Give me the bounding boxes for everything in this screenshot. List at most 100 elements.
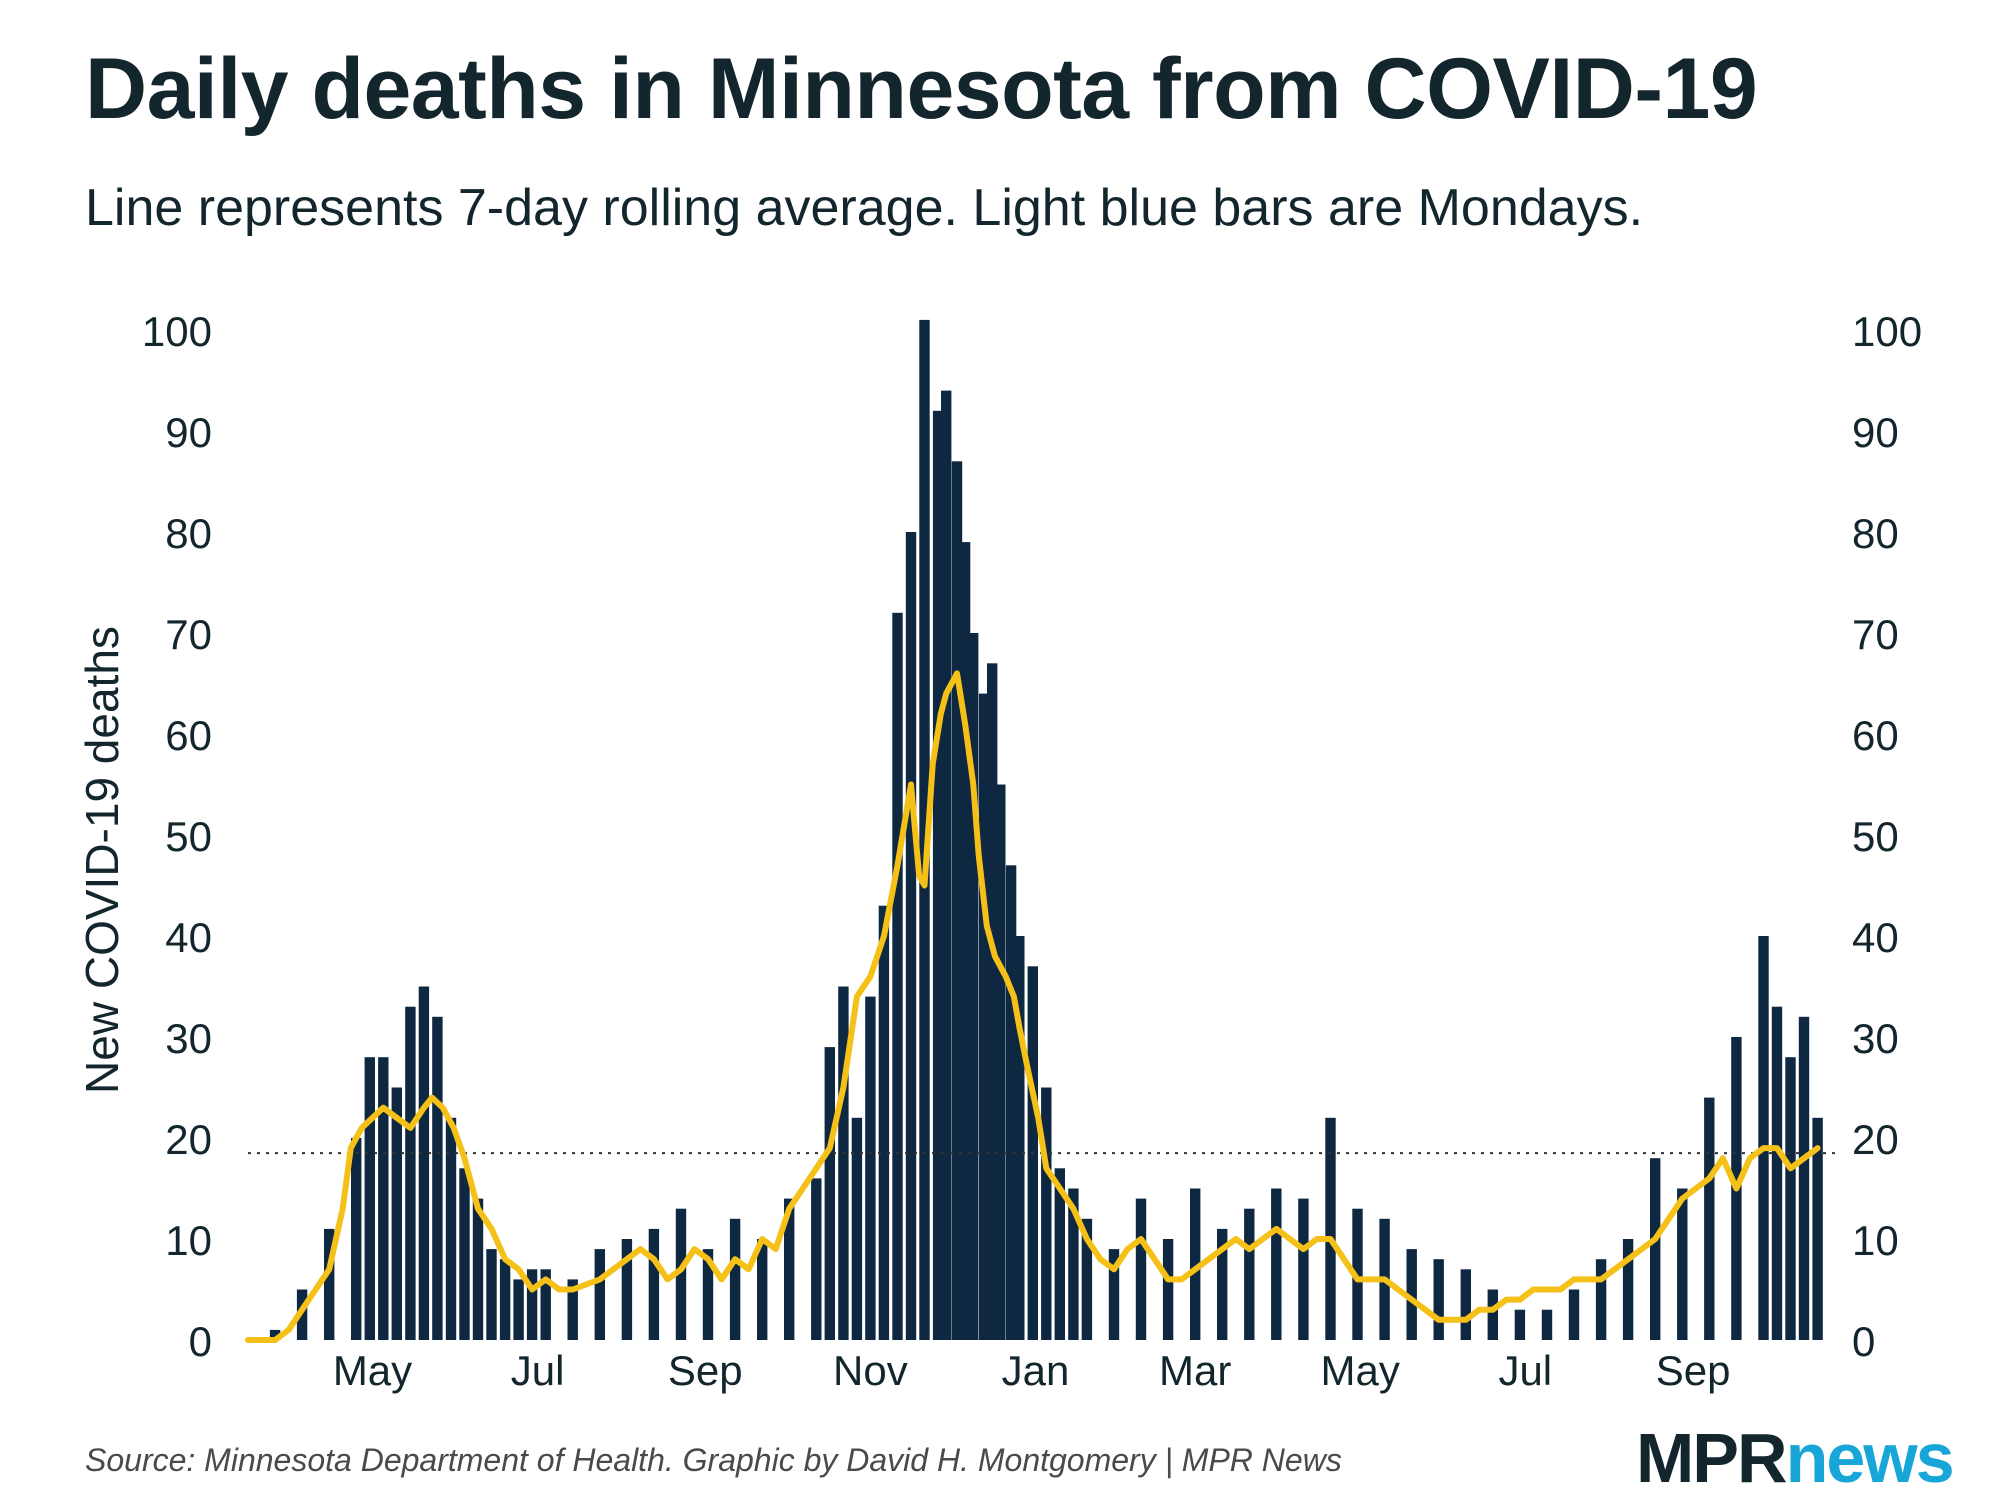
bar <box>1325 1117 1336 1340</box>
bar <box>838 986 849 1340</box>
bar <box>418 986 430 1340</box>
bar <box>1595 1259 1607 1340</box>
bar <box>702 1249 714 1340</box>
bar <box>1650 1158 1661 1340</box>
bar <box>865 996 876 1340</box>
mpr-news-logo: MPRnews <box>1636 1418 1955 1498</box>
bar <box>941 390 952 1341</box>
bar <box>1068 1188 1079 1340</box>
bar <box>269 1329 281 1340</box>
bar <box>851 1117 863 1340</box>
bar <box>1798 1016 1810 1340</box>
bar <box>1622 1239 1634 1340</box>
bar <box>1162 1239 1174 1340</box>
y-tick-label-right: 30 <box>1852 1015 1899 1062</box>
bar <box>378 1057 389 1340</box>
x-tick-label: Jul <box>511 1347 565 1394</box>
x-tick-label: Sep <box>1656 1347 1731 1394</box>
y-tick-label-right: 90 <box>1852 409 1899 456</box>
y-tick-label-left: 90 <box>165 409 212 456</box>
chart-title: Daily deaths in Minnesota from COVID-19 <box>85 41 1758 137</box>
y-tick-label-left: 40 <box>165 914 212 961</box>
bar <box>1460 1269 1471 1340</box>
bar <box>978 693 990 1340</box>
y-tick-label-right: 70 <box>1852 611 1899 658</box>
bar <box>1771 1006 1783 1340</box>
x-tick-label: May <box>333 1347 412 1394</box>
bar <box>1081 1218 1093 1340</box>
x-tick-label: Mar <box>1159 1347 1231 1394</box>
y-tick-label-left: 50 <box>165 813 212 860</box>
bar <box>540 1269 551 1340</box>
bar <box>445 1117 457 1340</box>
x-axis: May Jul Sep Nov Jan Mar May Jul Sep <box>333 1347 1731 1394</box>
bar <box>1406 1249 1417 1340</box>
bar <box>995 784 1006 1340</box>
bar <box>1108 1249 1120 1340</box>
logo-mpr-text: MPR <box>1636 1419 1788 1497</box>
bar <box>405 1006 416 1340</box>
bar <box>905 532 917 1340</box>
bar <box>1812 1117 1823 1340</box>
source-note: Source: Minnesota Department of Health. … <box>85 1442 1342 1478</box>
bar <box>1271 1188 1282 1340</box>
bar <box>1005 865 1017 1340</box>
y-tick-label-right: 40 <box>1852 914 1899 961</box>
bar <box>499 1259 511 1340</box>
bar <box>1785 1057 1796 1340</box>
bar <box>811 1178 822 1340</box>
bar <box>892 612 903 1340</box>
bar <box>1244 1208 1255 1340</box>
bar <box>459 1168 470 1340</box>
bar <box>1298 1198 1309 1340</box>
bar <box>757 1239 768 1340</box>
bar <box>526 1269 538 1340</box>
bar <box>567 1279 578 1340</box>
bar <box>1217 1228 1228 1340</box>
chart-subtitle: Line represents 7-day rolling average. L… <box>85 179 1644 237</box>
y-tick-label-right: 80 <box>1852 510 1899 557</box>
bar <box>1041 1087 1052 1340</box>
bar <box>1704 1097 1715 1340</box>
x-tick-label: Jan <box>1002 1347 1070 1394</box>
bar <box>1433 1259 1444 1340</box>
bar <box>1514 1309 1526 1340</box>
bar <box>987 663 998 1340</box>
bar <box>919 319 930 1340</box>
bar <box>959 542 971 1340</box>
y-tick-label-right: 60 <box>1852 712 1899 759</box>
rolling-average-line <box>245 670 1821 1343</box>
bar <box>968 633 979 1340</box>
bar <box>675 1208 687 1340</box>
y-tick-label-left: 60 <box>165 712 212 759</box>
x-tick-label: May <box>1321 1347 1400 1394</box>
bar <box>1568 1289 1580 1340</box>
bar <box>1014 936 1025 1340</box>
bar <box>729 1218 741 1340</box>
bar <box>1190 1188 1201 1340</box>
logo-news-text: news <box>1785 1419 1955 1497</box>
bar <box>1677 1188 1688 1340</box>
bar <box>951 461 963 1340</box>
x-tick-label: Nov <box>833 1347 908 1394</box>
x-tick-label: Sep <box>668 1347 743 1394</box>
bar <box>364 1057 375 1340</box>
y-tick-label-left: 100 <box>142 308 212 355</box>
y-axis-title-group: New COVID-19 deaths <box>76 626 128 1094</box>
bar <box>472 1198 484 1340</box>
bar <box>1758 936 1769 1340</box>
bar <box>391 1087 402 1340</box>
chart-area: New COVID-19 deaths 0 10 20 30 40 50 60 70 80 90 1… <box>76 308 1922 1394</box>
y-tick-label-right: 50 <box>1852 813 1899 860</box>
y-tick-label-left: 20 <box>165 1116 212 1163</box>
bar <box>648 1228 660 1340</box>
y-tick-label-left: 0 <box>189 1318 212 1365</box>
x-tick-label: Jul <box>1498 1347 1552 1394</box>
y-tick-label-left: 30 <box>165 1015 212 1062</box>
y-tick-label-left: 80 <box>165 510 212 557</box>
bar <box>1541 1309 1553 1340</box>
bar <box>1487 1289 1498 1340</box>
bar <box>594 1249 605 1340</box>
bar <box>324 1228 335 1340</box>
bar <box>432 1016 443 1340</box>
